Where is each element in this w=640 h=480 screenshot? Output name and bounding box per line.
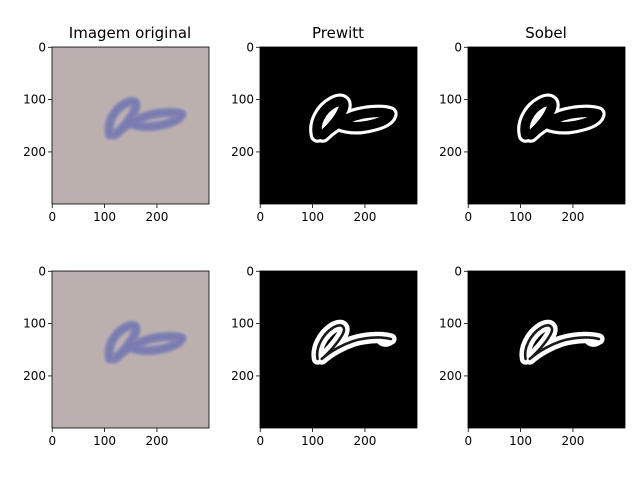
x-tick-label: 100 [301,434,324,448]
y-tick-label: 200 [231,145,254,159]
panel-r2-c3: 0 100 200 0 100 200 [439,264,626,448]
x-tick-label: 100 [301,210,324,224]
x-tick-label: 0 [48,210,56,224]
x-tick-label: 100 [509,210,532,224]
y-tick-label: 0 [246,264,254,278]
x-tick-label: 100 [93,434,116,448]
y-tick-label: 200 [23,369,46,383]
panel-r1-c2: 0 100 200 0 100 200 [231,40,418,224]
y-tick-label: 0 [246,40,254,54]
axes-frame [467,270,626,429]
y-tick-label: 100 [439,93,462,107]
y-tick-label: 200 [439,369,462,383]
title-sobel: Sobel [525,24,567,42]
axes-frame [259,46,418,205]
y-tick-label: 0 [454,264,462,278]
x-tick-label: 200 [561,434,584,448]
y-tick-label: 100 [23,93,46,107]
x-tick-label: 0 [256,434,264,448]
title-prewitt: Prewitt [312,24,364,42]
axes-frame [259,270,418,429]
x-tick-label: 200 [145,434,168,448]
panel-r2-c2: 0 100 200 0 100 200 [231,264,418,448]
panel-r1-c3: 0 100 200 0 100 200 [439,40,626,224]
x-tick-label: 0 [48,434,56,448]
y-tick-label: 200 [231,369,254,383]
axes-frame [51,270,210,429]
y-tick-label: 100 [231,317,254,331]
y-tick-label: 0 [38,40,46,54]
y-tick-label: 100 [439,317,462,331]
y-tick-label: 0 [38,264,46,278]
y-tick-label: 200 [23,145,46,159]
y-tick-label: 0 [454,40,462,54]
panel-r1-c1: 0 100 200 0 100 200 [23,40,210,224]
x-tick-label: 200 [353,210,376,224]
title-original: Imagem original [69,24,191,42]
x-tick-label: 0 [464,210,472,224]
y-tick-label: 100 [23,317,46,331]
x-tick-label: 200 [353,434,376,448]
x-tick-label: 0 [256,210,264,224]
y-tick-label: 200 [439,145,462,159]
axes-frame [467,46,626,205]
panel-r2-c1: 0 100 200 0 100 200 [23,264,210,448]
x-tick-label: 0 [464,434,472,448]
x-tick-label: 100 [509,434,532,448]
y-tick-label: 100 [231,93,254,107]
x-tick-label: 200 [561,210,584,224]
axes-frame [51,46,210,205]
x-tick-label: 100 [93,210,116,224]
x-tick-label: 200 [145,210,168,224]
